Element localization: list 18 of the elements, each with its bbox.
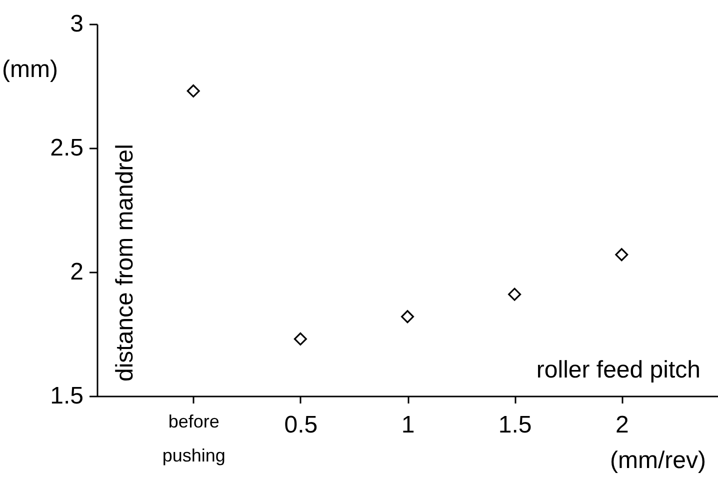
text: (mm/rev) — [610, 447, 706, 474]
x-tick-label: 1 — [401, 412, 415, 438]
point — [186, 84, 200, 98]
point — [294, 332, 307, 346]
y-tick-label: 1.5 — [50, 382, 84, 410]
y-tick-label: 2 — [70, 258, 84, 286]
y-tick-label: 3 — [70, 10, 84, 38]
x-tick-label: 2 — [615, 412, 629, 438]
x-tick-label: before pushing — [162, 412, 226, 466]
x-tick-label: 0.5 — [284, 412, 318, 438]
y-axis-title: distance from mandrel — [112, 144, 138, 382]
point — [401, 310, 414, 324]
point — [615, 248, 628, 262]
x-axis-title: roller feed pitch — [536, 356, 700, 384]
y-tick-label: 2.5 — [50, 134, 84, 162]
point — [508, 288, 522, 301]
text: (mm) — [2, 56, 58, 83]
x-tick-label: 1.5 — [498, 412, 532, 438]
